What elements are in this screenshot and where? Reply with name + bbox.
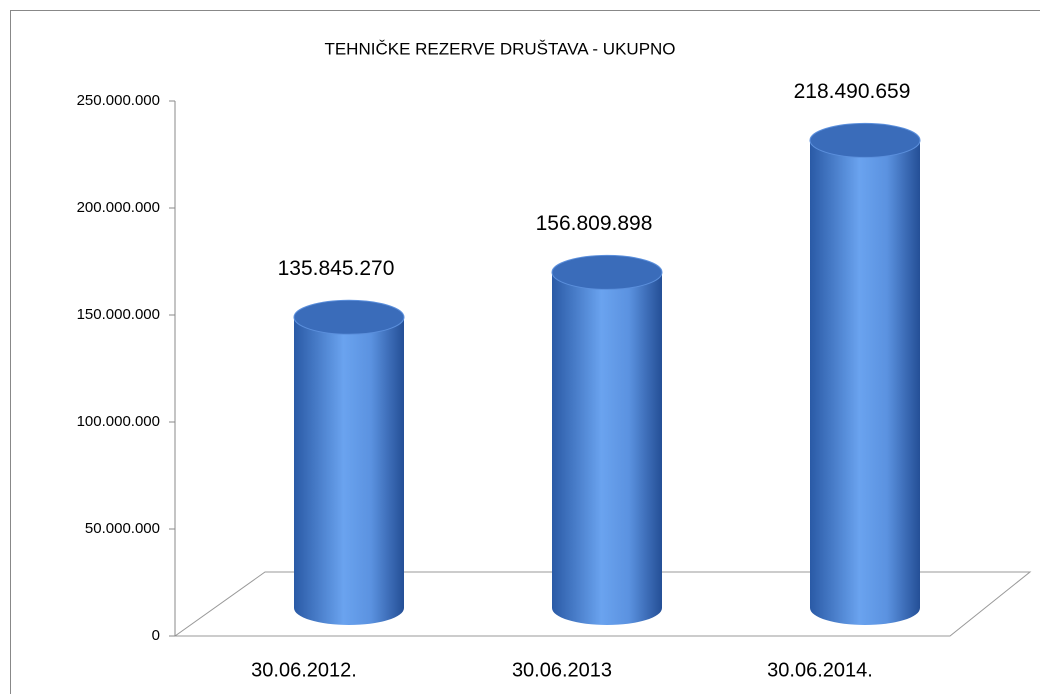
bar [552,272,662,625]
floor [174,571,1032,637]
bar-top [551,254,663,290]
bar [810,140,920,625]
x-tick-label: 30.06.2013 [512,659,612,681]
x-tick-label: 30.06.2014. [767,659,873,681]
value-label: 156.809.898 [536,212,653,235]
y-tick-label: 100.000.000 [77,413,160,430]
bar [294,317,404,625]
y-tick-label: 250.000.000 [77,92,160,109]
bar-top [293,299,405,335]
x-tick-label: 30.06.2012. [251,659,357,681]
value-label: 135.845.270 [278,257,395,280]
y-tick-label: 150.000.000 [77,306,160,323]
floor-outline [174,571,1032,637]
y-tick-label: 0 [152,627,160,644]
bar-top [809,122,921,158]
value-label: 218.490.659 [794,80,911,103]
chart-title: TEHNIČKE REZERVE DRUŠTAVA - UKUPNO [324,39,675,58]
y-tick-label: 50.000.000 [85,520,160,537]
y-tick-label: 200.000.000 [77,199,160,216]
